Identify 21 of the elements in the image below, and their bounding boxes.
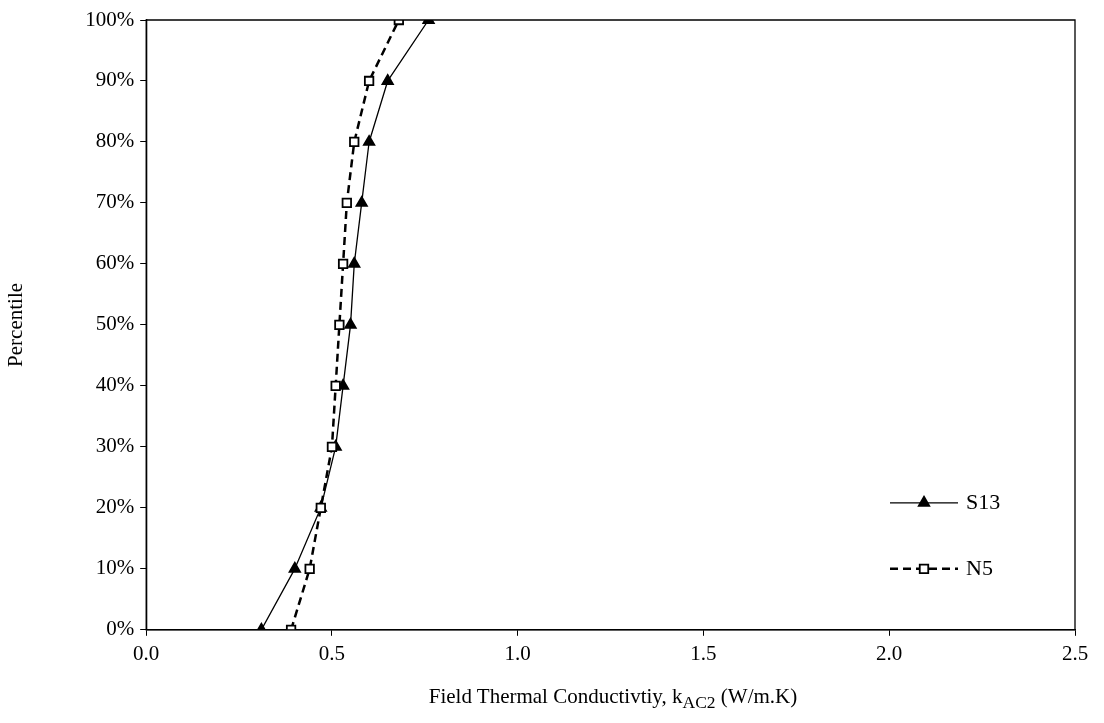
x-tick-label: 2.0 [876, 640, 903, 665]
y-tick-label: 70% [95, 189, 135, 214]
y-tick-label: 80% [95, 128, 135, 153]
y-tick-label: 90% [95, 67, 135, 92]
y-tick-label: 20% [95, 494, 135, 519]
x-tick-label: 2.5 [1061, 640, 1089, 665]
y-tick-label: 30% [95, 433, 135, 458]
x-tick-label: 1.0 [504, 640, 531, 665]
y-tick-label: 50% [95, 311, 135, 336]
y-axis-title: Percentile [3, 282, 28, 367]
x-axis-title: Field Thermal Conductivtiy, k$_{AC2}$ (W/m.K) [427, 684, 799, 714]
x-tick-label: 0.5 [318, 640, 346, 665]
y-tick-label: 10% [95, 555, 135, 580]
y-tick-label: 0% [106, 616, 135, 641]
x-tick-label: 0.0 [133, 640, 160, 665]
legend-label: S13 [966, 488, 1001, 514]
y-tick-label: 40% [95, 372, 135, 397]
x-tick-label: 1.5 [690, 640, 717, 665]
y-tick-label: 100% [85, 6, 135, 31]
y-tick-label: 60% [95, 250, 135, 275]
legend-label: N5 [966, 554, 993, 580]
